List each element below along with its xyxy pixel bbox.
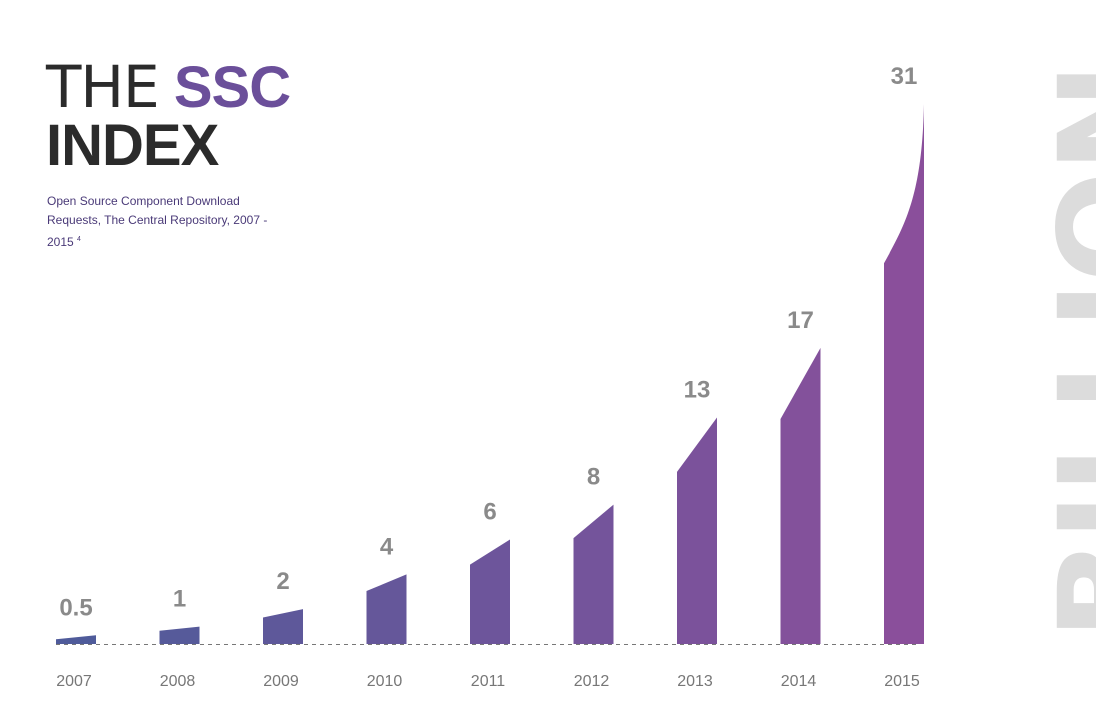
bar-2013 bbox=[677, 417, 717, 644]
year-label-2009: 2009 bbox=[263, 673, 299, 690]
year-label-2014: 2014 bbox=[781, 673, 817, 690]
bar-2010 bbox=[366, 574, 407, 644]
value-label-2013: 13 bbox=[684, 377, 711, 404]
title-highlight: SSC bbox=[173, 55, 291, 120]
chart-title: THE SSC INDEX bbox=[46, 55, 291, 178]
year-label-2013: 2013 bbox=[677, 673, 713, 690]
year-label-2015: 2015 bbox=[884, 673, 920, 690]
bar-2014 bbox=[780, 347, 821, 644]
value-label-2010: 4 bbox=[380, 533, 394, 560]
value-label-2011: 6 bbox=[483, 498, 496, 525]
value-label-2012: 8 bbox=[587, 464, 600, 491]
year-label-2011: 2011 bbox=[471, 673, 506, 690]
title-line-1: THE SSC bbox=[46, 55, 291, 120]
chart-subtitle: Open Source Component Download Requests,… bbox=[47, 192, 277, 252]
value-label-2008: 1 bbox=[173, 586, 186, 613]
year-label-2007: 2007 bbox=[56, 673, 92, 690]
value-label-2014: 17 bbox=[787, 307, 814, 334]
subtitle-text: Open Source Component Download Requests,… bbox=[47, 194, 268, 249]
title-line-2: INDEX bbox=[46, 113, 219, 178]
bar-2011 bbox=[470, 539, 510, 644]
footnote-marker: 4 bbox=[77, 236, 81, 243]
bar-2009 bbox=[263, 609, 303, 644]
bar-2008 bbox=[159, 626, 200, 644]
value-label-2015: 31 bbox=[891, 63, 918, 90]
bar-2007 bbox=[56, 635, 96, 644]
year-label-2008: 2008 bbox=[160, 673, 196, 690]
bar-2015 bbox=[884, 104, 924, 644]
year-label-2010: 2010 bbox=[367, 673, 403, 690]
value-label-2007: 0.5 bbox=[59, 594, 92, 621]
year-label-2012: 2012 bbox=[574, 673, 610, 690]
title-prefix: THE bbox=[46, 53, 160, 121]
bar-2012 bbox=[573, 504, 614, 644]
value-label-2009: 2 bbox=[276, 568, 289, 595]
